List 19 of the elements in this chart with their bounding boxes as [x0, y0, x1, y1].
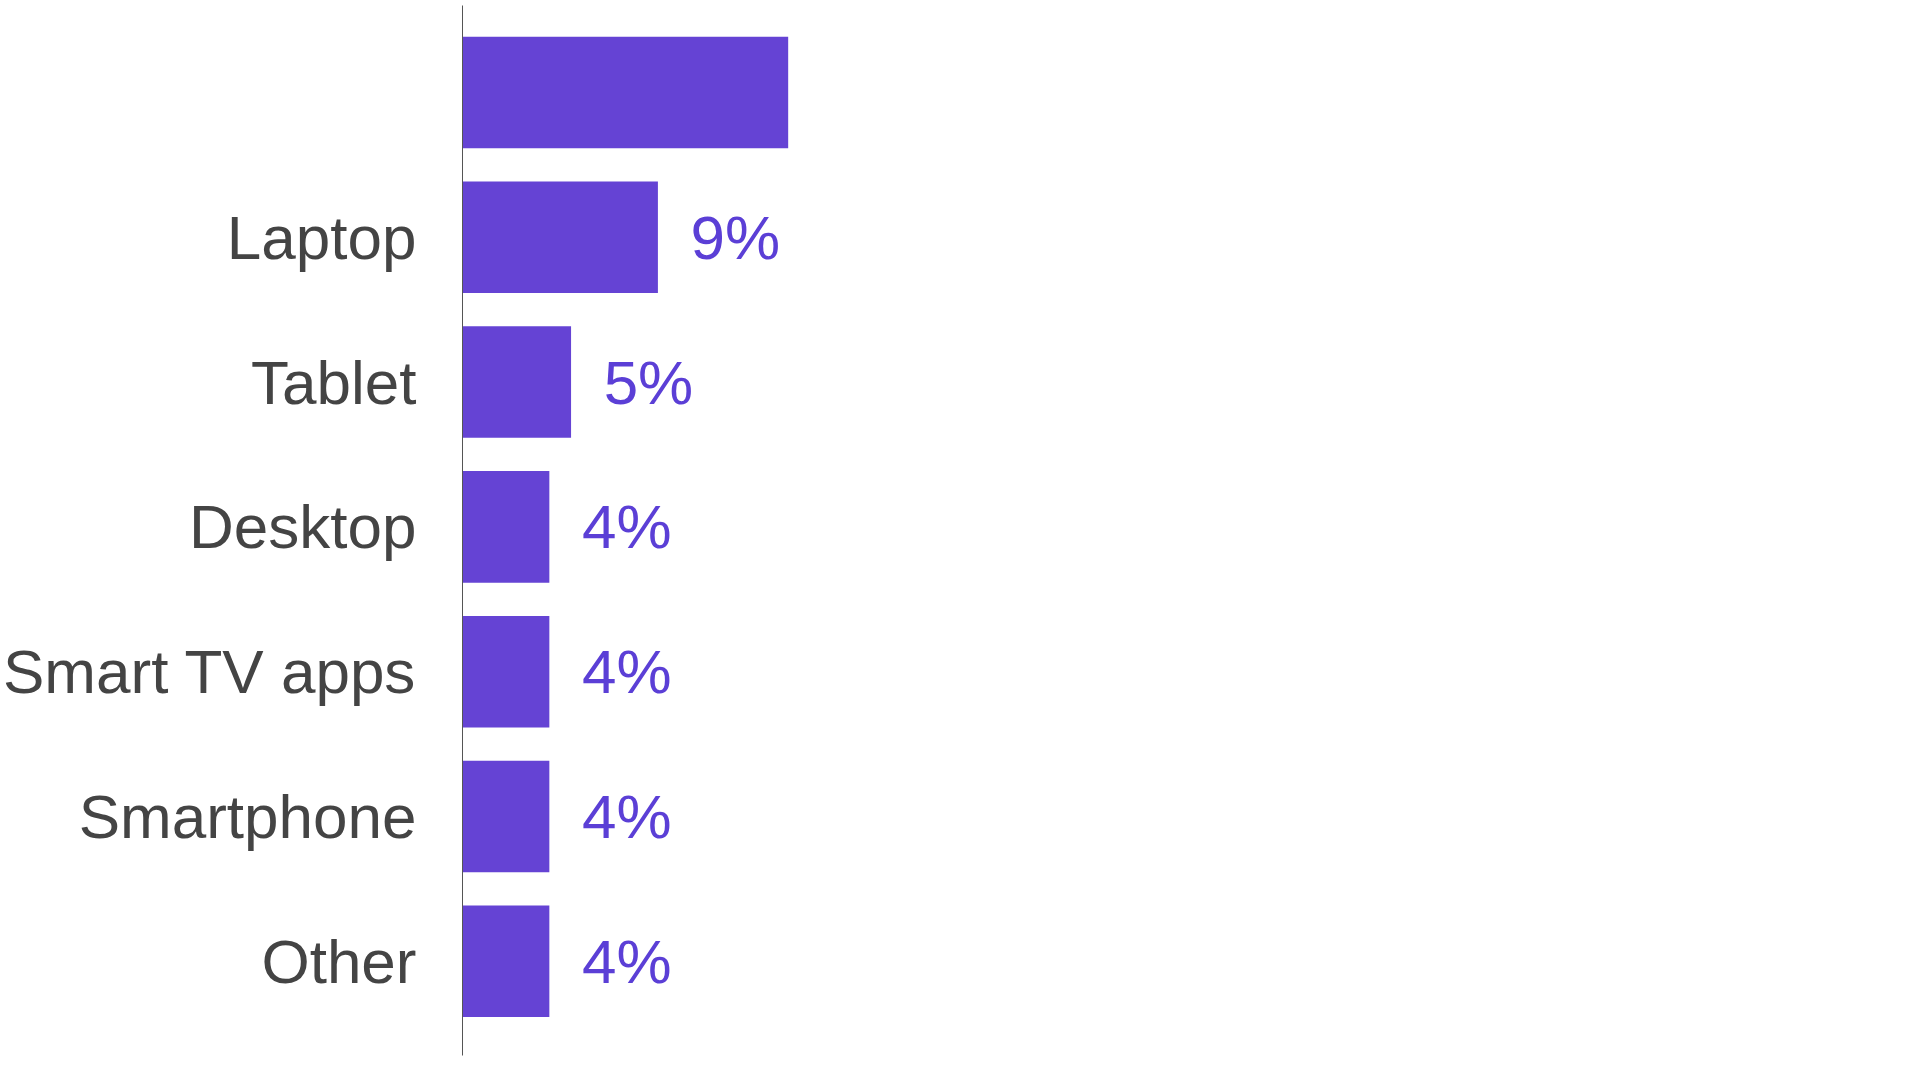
- y-tick-label: Desktop: [189, 492, 417, 562]
- data-label: 9%: [690, 202, 781, 272]
- bar: [462, 181, 658, 293]
- bar: [462, 905, 550, 1018]
- y-tick-label: Laptop: [226, 202, 417, 272]
- bar: [462, 615, 550, 728]
- y-tick-label: Smart TV apps: [3, 637, 416, 707]
- data-label: 4%: [581, 637, 672, 707]
- bar: [462, 36, 789, 149]
- data-label: 4%: [581, 782, 672, 852]
- data-label: 5%: [603, 347, 694, 417]
- y-tick-label: Smartphone: [78, 782, 417, 852]
- bar: [462, 471, 550, 583]
- y-tick-label: Other: [261, 926, 417, 996]
- data-label: 4%: [581, 492, 672, 562]
- data-label: 4%: [581, 926, 672, 996]
- bar: [462, 760, 550, 873]
- y-tick-label: Tablet: [251, 347, 417, 417]
- bar: [462, 326, 572, 438]
